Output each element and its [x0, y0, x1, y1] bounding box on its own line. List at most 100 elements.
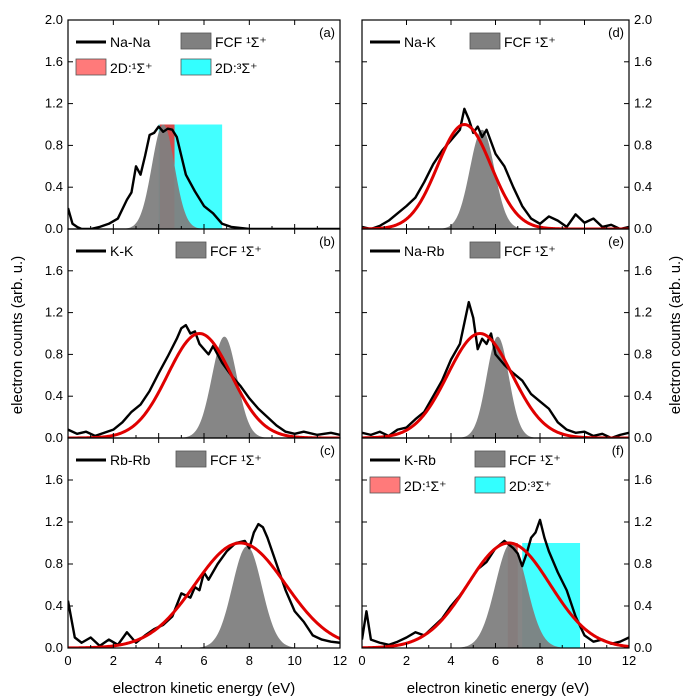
- panel-6-legend-3-text: 2D:³Σ⁺: [509, 478, 552, 494]
- panel-3-ytick-label-1: 0.4: [45, 598, 63, 613]
- panel-5-legend-1-text: FCF ¹Σ⁺: [504, 243, 556, 259]
- panel-5-legend-0-text: Na-Rb: [404, 243, 445, 259]
- panel-5-plot-area: [362, 300, 629, 438]
- panel-2-ytick-label-3: 1.2: [45, 305, 63, 320]
- panel-5-ytick-label-2: 0.8: [634, 346, 652, 361]
- panel-1-legend-3-swatch: [180, 58, 212, 76]
- panel-3-ytick-label-0: 0.0: [45, 640, 63, 655]
- panel-3-plot-area: [68, 522, 340, 648]
- panel-4-series-2-gaussian_line: [362, 122, 629, 229]
- panel-4-ytick-label-3: 1.2: [634, 96, 652, 111]
- panel-5-ytick-label-3: 1.2: [634, 305, 652, 320]
- panel-2-ytick-label-2: 0.8: [45, 346, 63, 361]
- panel-5-ytick-label-0: 0.0: [634, 430, 652, 445]
- panel-6-legend-1-text: FCF ¹Σ⁺: [509, 452, 561, 468]
- panel-2-ytick-label-1: 0.4: [45, 388, 63, 403]
- panel-6-legend-1-swatch: [474, 450, 506, 468]
- panel-4-label: (d): [608, 25, 624, 40]
- panel-6-legend-0-text: K-Rb: [404, 452, 436, 468]
- panel-6-ytick-label-0: 0.0: [634, 640, 652, 655]
- panel-2: 0.0 0.4 0.8 1.2 1.6 (b) K-K FCF ¹Σ⁺: [45, 228, 341, 445]
- panel-2-legend-1-swatch: [175, 241, 207, 259]
- panel-6-xtick-label-5: 10: [577, 653, 591, 668]
- panel-1-ytick-label-1: 0.4: [45, 179, 63, 194]
- panel-1-legend-2-swatch: [75, 58, 107, 76]
- x-axis-label-left: electron kinetic energy (eV): [113, 680, 296, 697]
- panel-3-legend-1-text: FCF ¹Σ⁺: [210, 452, 262, 468]
- panel-3-xtick-label-6: 12: [333, 653, 347, 668]
- panel-4-ytick-label-2: 0.8: [634, 137, 652, 152]
- panel-6-ytick-label-1: 0.4: [634, 598, 652, 613]
- panel-1-legend-3-text: 2D:³Σ⁺: [215, 60, 258, 76]
- panel-5-series-1-line: [362, 300, 629, 438]
- panel-3-legend-1-swatch: [175, 450, 207, 468]
- panel-1-series-3-line: [68, 125, 340, 229]
- panel-1: 0.0 0.4 0.8 1.2 1.6 2.0 (a) Na-Na FCF ¹Σ⁺ 2D:¹Σ⁺ 2…: [45, 12, 341, 236]
- panel-6-ytick-label-3: 1.2: [634, 514, 652, 529]
- panel-5-series-0-gaussian_fill: [362, 336, 629, 438]
- panel-3-ytick-label-2: 0.8: [45, 556, 63, 571]
- panel-6-legend-3-swatch: [474, 476, 506, 494]
- panel-1-ytick-label-4: 1.6: [45, 54, 63, 69]
- panel-1-plot-area: [68, 124, 340, 229]
- panel-4-ytick-label-4: 1.6: [634, 54, 652, 69]
- panel-4: 0.0 0.4 0.8 1.2 1.6 2.0 (d) Na-K FCF ¹Σ⁺: [361, 12, 652, 236]
- y-axis-label-right: electron counts (arb. u.): [667, 256, 684, 414]
- panel-3-label: (c): [320, 443, 335, 458]
- panel-4-series-1-line: [362, 107, 629, 229]
- panel-1-ytick-label-0: 0.0: [45, 221, 63, 236]
- panel-3-series-2-gaussian_line: [68, 541, 340, 648]
- panel-5-label: (e): [608, 234, 624, 249]
- panel-3-xtick-label-4: 8: [246, 653, 253, 668]
- panel-5-legend-1-swatch: [469, 241, 501, 259]
- panel-6-ytick-label-4: 1.6: [634, 472, 652, 487]
- panel-4-plot-area: [362, 107, 629, 229]
- panel-3-xtick-label-0: 0: [64, 653, 71, 668]
- y-axis-label-left: electron counts (arb. u.): [9, 256, 26, 414]
- panel-4-ytick-label-1: 0.4: [634, 179, 652, 194]
- panel-5-ytick-label-1: 0.4: [634, 388, 652, 403]
- panel-6-legend-2-text: 2D:¹Σ⁺: [404, 478, 447, 494]
- panel-4-legend-0-text: Na-K: [404, 34, 437, 50]
- panel-3-xtick-label-3: 6: [200, 653, 207, 668]
- panel-2-series-1-line: [68, 323, 340, 438]
- panel-4-ytick-label-5: 2.0: [634, 12, 652, 27]
- panel-2-legend-0-text: K-K: [110, 243, 134, 259]
- panel-1-label: (a): [319, 25, 335, 40]
- panel-3-xtick-label-2: 4: [155, 653, 162, 668]
- panel-1-legend-1-text: FCF ¹Σ⁺: [215, 34, 267, 50]
- panel-4-legend-1-swatch: [469, 32, 501, 50]
- panel-6-xtick-label-3: 6: [492, 653, 499, 668]
- panel-4-legend-1-text: FCF ¹Σ⁺: [504, 34, 556, 50]
- panel-5: 0.0 0.4 0.8 1.2 1.6 (e) Na-Rb FCF ¹Σ⁺: [361, 228, 652, 445]
- panel-6-xtick-label-6: 12: [622, 653, 636, 668]
- panel-3-xtick-label-1: 2: [110, 653, 117, 668]
- panel-5-ytick-label-4: 1.6: [634, 263, 652, 278]
- panel-1-ytick-label-3: 1.2: [45, 96, 63, 111]
- panel-2-plot-area: [68, 323, 340, 438]
- panel-3: 0 2 4 6 8 10 12 0.0 0.4 0.8 1.2 1.6 (c) Rb-Rb FCF ¹Σ⁺: [45, 437, 347, 668]
- panel-6-xtick-label-0: 0: [358, 653, 365, 668]
- panel-3-series-1-line: [68, 522, 340, 648]
- panel-6-xtick-label-1: 2: [403, 653, 410, 668]
- panel-6-xtick-label-2: 4: [447, 653, 454, 668]
- panel-1-ytick-label-2: 0.8: [45, 137, 63, 152]
- panel-3-ytick-label-3: 1.2: [45, 514, 63, 529]
- panel-6: 0 2 4 6 8 10 120.0 0.4 0.8 1.2 1.6 (f) K-Rb FCF ¹Σ⁺ 2D…: [358, 437, 652, 668]
- panel-1-legend-1-swatch: [180, 32, 212, 50]
- panel-2-series-0-gaussian_fill: [68, 336, 340, 438]
- panel-3-xtick-label-5: 10: [287, 653, 301, 668]
- panel-6-series-2-gaussian_fill: [362, 543, 629, 648]
- panel-6-plot-area: [362, 518, 629, 648]
- panel-3-series-0-gaussian_fill: [68, 546, 340, 648]
- panel-4-ytick-label-0: 0.0: [634, 221, 652, 236]
- panel-2-ytick-label-0: 0.0: [45, 430, 63, 445]
- x-axis-label-right: electron kinetic energy (eV): [407, 680, 590, 697]
- panel-3-ytick-label-4: 1.6: [45, 472, 63, 487]
- panels: 0.0 0.4 0.8 1.2 1.6 2.0 (a) Na-Na FCF ¹Σ⁺ 2D:¹Σ⁺ 2…: [45, 12, 652, 668]
- panel-6-ytick-label-2: 0.8: [634, 556, 652, 571]
- panel-2-label: (b): [319, 234, 335, 249]
- panel-1-legend-0-text: Na-Na: [110, 34, 151, 50]
- panel-2-legend-1-text: FCF ¹Σ⁺: [210, 243, 262, 259]
